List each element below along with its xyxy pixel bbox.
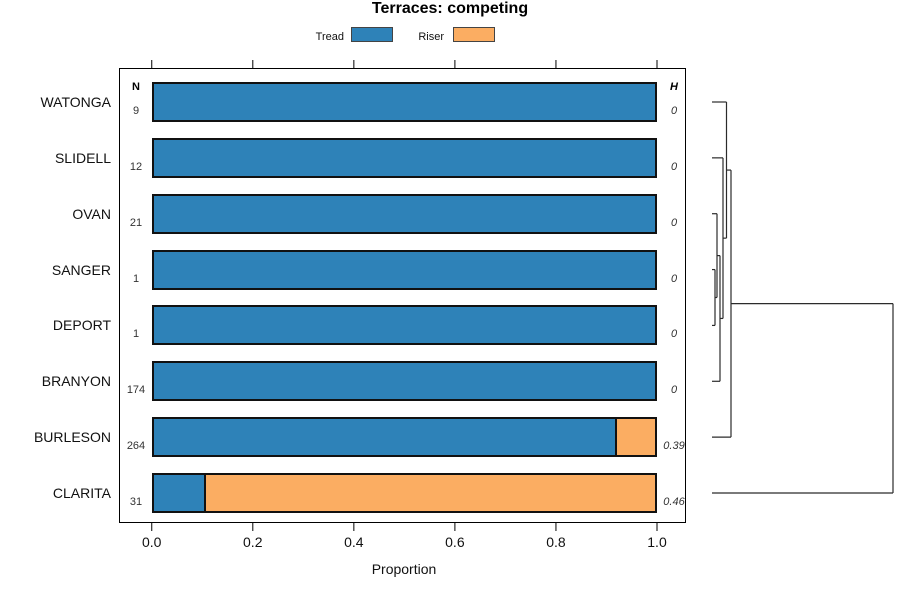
legend-swatch-riser: [453, 27, 495, 42]
n-value: 9: [132, 105, 140, 117]
category-label: SLIDELL: [54, 149, 111, 166]
h-value: 0.46: [663, 495, 685, 508]
tread-segment: [153, 139, 655, 176]
stacked-bar: [151, 137, 657, 178]
x-tick-label: 0.4: [344, 534, 364, 550]
category-label: DEPORT: [52, 317, 111, 334]
riser-segment: [203, 474, 655, 511]
legend-label-riser-text: Riser: [418, 31, 444, 43]
n-value: 21: [129, 216, 143, 229]
category-label: WATONGA: [40, 94, 111, 110]
x-axis-title: Proportion: [371, 561, 437, 577]
stacked-bar: [151, 82, 657, 122]
x-tick-label: 1.0: [647, 534, 667, 550]
stacked-bar: [151, 305, 657, 346]
h-value: 0: [670, 105, 678, 117]
h-column-header: H: [670, 81, 678, 93]
tread-segment: [153, 363, 655, 400]
legend-label-tread: Tread: [300, 27, 344, 45]
legend-label-riser: Riser: [400, 27, 444, 45]
tread-segment: [153, 84, 655, 120]
h-value: 0: [670, 160, 678, 173]
n-value: 174: [126, 384, 146, 397]
category-label: CLARITA: [52, 484, 111, 501]
h-value: 0: [670, 328, 678, 341]
category-label: OVAN: [72, 205, 111, 222]
h-value: 0.39: [663, 440, 685, 453]
h-value: 0: [670, 216, 678, 229]
tread-segment: [153, 474, 204, 511]
n-value: 31: [129, 495, 143, 508]
tread-segment: [153, 195, 655, 232]
h-value: 0: [670, 384, 678, 397]
stacked-bar: [151, 361, 657, 402]
h-value: 0: [670, 272, 678, 285]
n-value: 1: [132, 272, 140, 285]
plot-area-border: [119, 68, 686, 523]
legend-swatch-tread: [351, 27, 393, 42]
stacked-bar: [151, 417, 657, 458]
category-label: BRANYON: [41, 373, 111, 390]
n-value: 1: [132, 328, 140, 341]
tread-segment: [153, 251, 655, 288]
category-label: BURLESON: [33, 429, 111, 446]
n-column-header: N: [132, 81, 140, 93]
category-label: SANGER: [51, 261, 111, 278]
n-value: 264: [126, 440, 146, 453]
x-tick-label: 0.0: [141, 534, 162, 550]
legend-label-tread-text: Tread: [315, 31, 344, 43]
n-value: 12: [129, 160, 143, 173]
x-tick-label: 0.2: [243, 534, 263, 550]
stacked-bar: [151, 249, 657, 290]
tread-segment: [153, 419, 615, 456]
chart-title: Terraces: competing: [371, 0, 529, 17]
stacked-bar: [151, 193, 657, 234]
riser-segment: [614, 419, 655, 456]
x-tick-label: 0.6: [445, 534, 465, 550]
stacked-bar: [151, 472, 657, 513]
tread-segment: [153, 307, 655, 344]
x-tick-label: 0.8: [546, 534, 566, 550]
